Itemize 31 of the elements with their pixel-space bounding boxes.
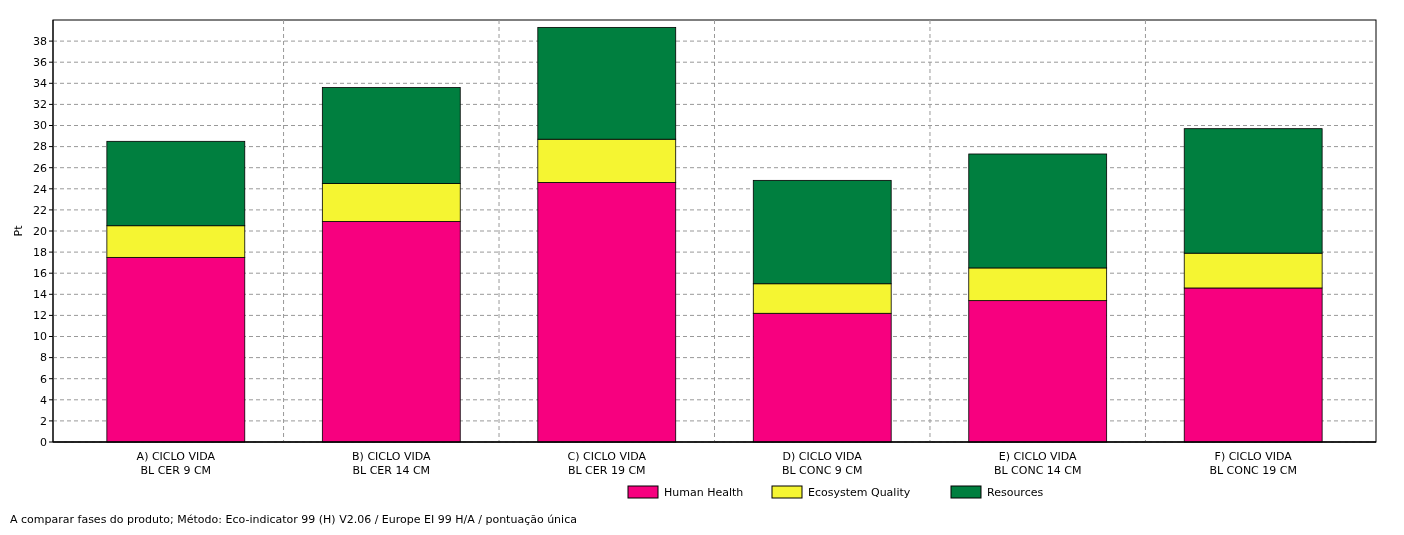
x-tick-label: D) CICLO VIDA BL CONC 9 CM bbox=[781, 450, 863, 477]
y-axis-title: Pt bbox=[12, 224, 25, 237]
text: A comparar fases do produto; Método: Eco-indicator 99 (H) V2.06 / Europe EI 99 H/A / pontuação única bbox=[10, 513, 577, 526]
y-tick-label: 18 bbox=[33, 245, 47, 259]
x-tick-label: B) CICLO VIDA BL CER 14 CM bbox=[352, 450, 431, 477]
y-tick-label: 12 bbox=[33, 309, 47, 323]
legend-label: Ecosystem Quality bbox=[808, 485, 911, 499]
y-tick-label: 2 bbox=[40, 414, 47, 428]
y-tick-label: 4 bbox=[40, 393, 47, 407]
y-tick-label: 16 bbox=[33, 267, 47, 281]
y-tick-label: 20 bbox=[33, 224, 47, 238]
x-tick-label: E) CICLO VIDA BL CONC 14 CM bbox=[993, 450, 1082, 477]
y-tick-label: 24 bbox=[33, 182, 47, 196]
x-tick-label: F) CICLO VIDA BL CONC 19 CM bbox=[1209, 450, 1297, 477]
x-tick-label: A) CICLO VIDA BL CER 9 CM bbox=[136, 450, 216, 477]
y-tick-label: 30 bbox=[33, 119, 47, 133]
x-tick-label: C) CICLO VIDA BL CER 19 CM bbox=[567, 450, 647, 477]
y-tick-label: 32 bbox=[33, 98, 47, 112]
y-tick-label: 6 bbox=[40, 372, 47, 386]
y-tick-label: 34 bbox=[33, 77, 47, 91]
legend-label: Human Health bbox=[664, 485, 744, 499]
y-tick-label: 0 bbox=[40, 435, 47, 449]
y-tick-label: 22 bbox=[33, 203, 47, 217]
y-tick-label: 36 bbox=[33, 56, 47, 70]
y-tick-label: 26 bbox=[33, 161, 47, 175]
y-tick-label: 8 bbox=[40, 351, 47, 365]
y-tick-label: 28 bbox=[33, 140, 47, 154]
y-tick-label: 14 bbox=[33, 288, 47, 302]
legend-label: Resources bbox=[987, 485, 1044, 499]
y-tick-label: 10 bbox=[33, 330, 47, 344]
y-tick-label: 38 bbox=[33, 34, 47, 48]
